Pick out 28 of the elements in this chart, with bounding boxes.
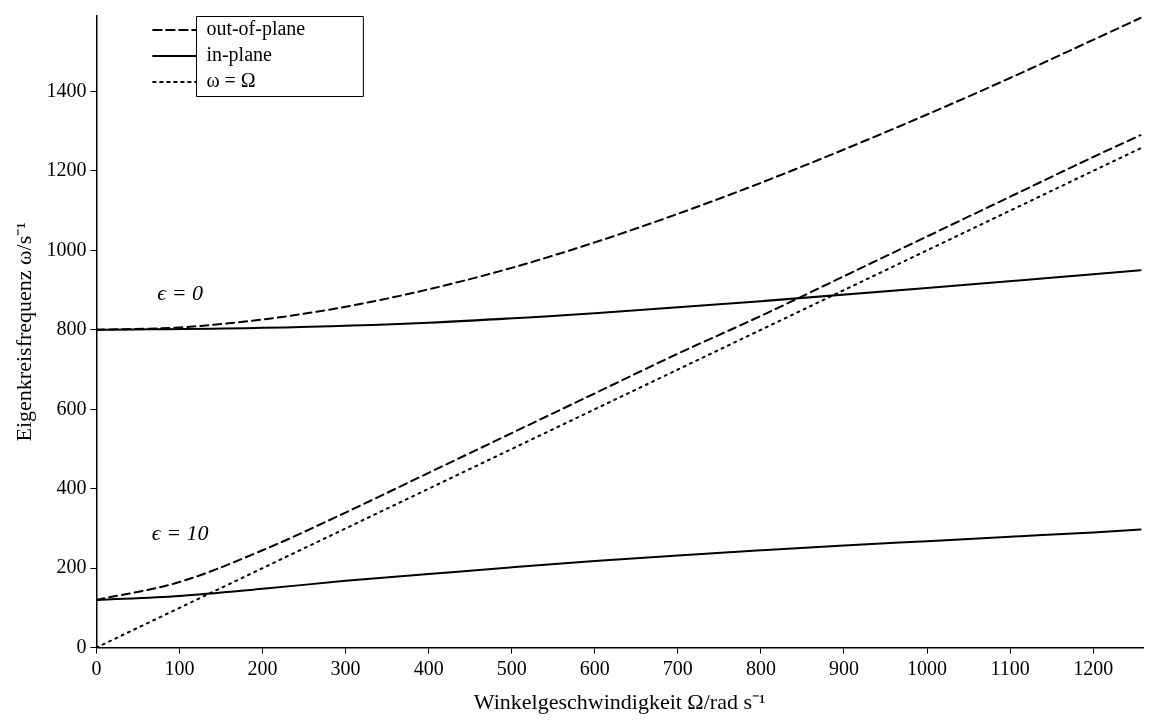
y-tick-label: 1000 — [46, 237, 87, 260]
x-tick-label: 900 — [828, 656, 859, 679]
x-axis-title: Winkelgeschwindigkeit Ω/rad s⁻¹ — [473, 688, 766, 714]
x-tick-label: 0 — [91, 656, 102, 679]
y-tick-label: 200 — [56, 555, 87, 578]
x-tick-label: 200 — [247, 656, 278, 679]
x-tick-label: 100 — [164, 656, 195, 679]
y-tick-label: 1400 — [46, 78, 87, 101]
y-tick-label: 600 — [56, 396, 87, 419]
x-tick-label: 800 — [745, 656, 776, 679]
x-tick-label: 1200 — [1073, 656, 1114, 679]
x-tick-label: 700 — [662, 656, 693, 679]
y-tick-label: 1200 — [46, 158, 87, 181]
legend-label: out-of-plane — [206, 17, 306, 41]
y-tick-label: 400 — [56, 475, 87, 498]
annotation: ϵ = 0 — [157, 279, 203, 305]
x-tick-label: 600 — [579, 656, 610, 679]
y-tick-label: 0 — [76, 634, 87, 657]
legend-label: ω = Ω — [206, 69, 256, 92]
x-tick-label: 400 — [413, 656, 444, 679]
y-axis-title: Eigenkreisfrequenz ω/s⁻¹ — [10, 222, 36, 442]
x-tick-label: 300 — [330, 656, 361, 679]
legend-label: in-plane — [206, 43, 273, 67]
annotation: ϵ = 10 — [151, 519, 209, 545]
y-tick-label: 800 — [56, 317, 87, 340]
x-tick-label: 500 — [496, 656, 527, 679]
x-tick-label: 1100 — [990, 656, 1030, 679]
x-tick-label: 1000 — [907, 656, 948, 679]
